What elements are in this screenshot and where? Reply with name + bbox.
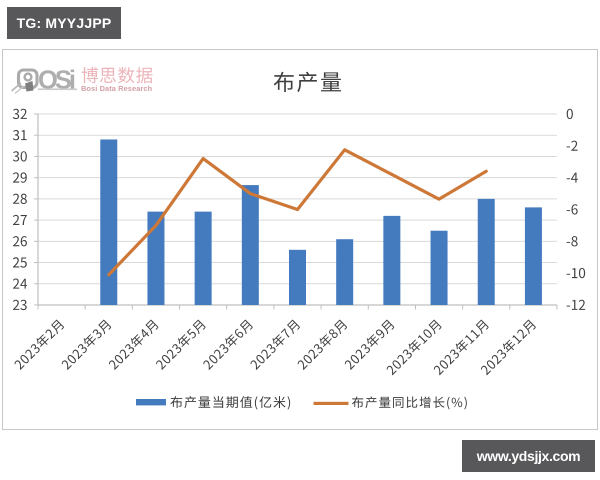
svg-text:OSi: OSi — [38, 67, 76, 95]
svg-text:Bosi Data Research: Bosi Data Research — [81, 84, 153, 93]
